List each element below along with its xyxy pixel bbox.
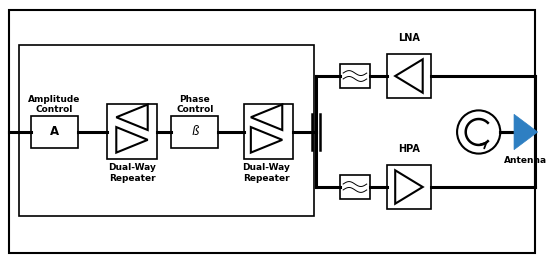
Bar <box>31 116 78 148</box>
Polygon shape <box>514 114 538 150</box>
Bar <box>171 116 218 148</box>
Bar <box>19 45 314 216</box>
Polygon shape <box>116 104 148 130</box>
Polygon shape <box>251 104 282 130</box>
Bar <box>244 104 293 159</box>
Bar <box>107 104 156 159</box>
Polygon shape <box>251 127 282 153</box>
Text: ß: ß <box>191 125 198 139</box>
Polygon shape <box>395 59 423 93</box>
Text: A: A <box>50 125 59 139</box>
Text: Dual-Way
Repeater: Dual-Way Repeater <box>242 163 290 183</box>
Bar <box>387 165 430 209</box>
Polygon shape <box>395 170 423 204</box>
Text: Dual-Way
Repeater: Dual-Way Repeater <box>108 163 156 183</box>
Text: Amplitude
Control: Amplitude Control <box>28 95 80 114</box>
Bar <box>387 54 430 98</box>
Text: Antenna: Antenna <box>504 155 547 165</box>
Polygon shape <box>116 127 148 153</box>
Bar <box>340 175 370 199</box>
Text: HPA: HPA <box>398 144 420 154</box>
Text: Phase
Control: Phase Control <box>176 95 214 114</box>
Bar <box>340 64 370 88</box>
Text: LNA: LNA <box>398 33 420 43</box>
